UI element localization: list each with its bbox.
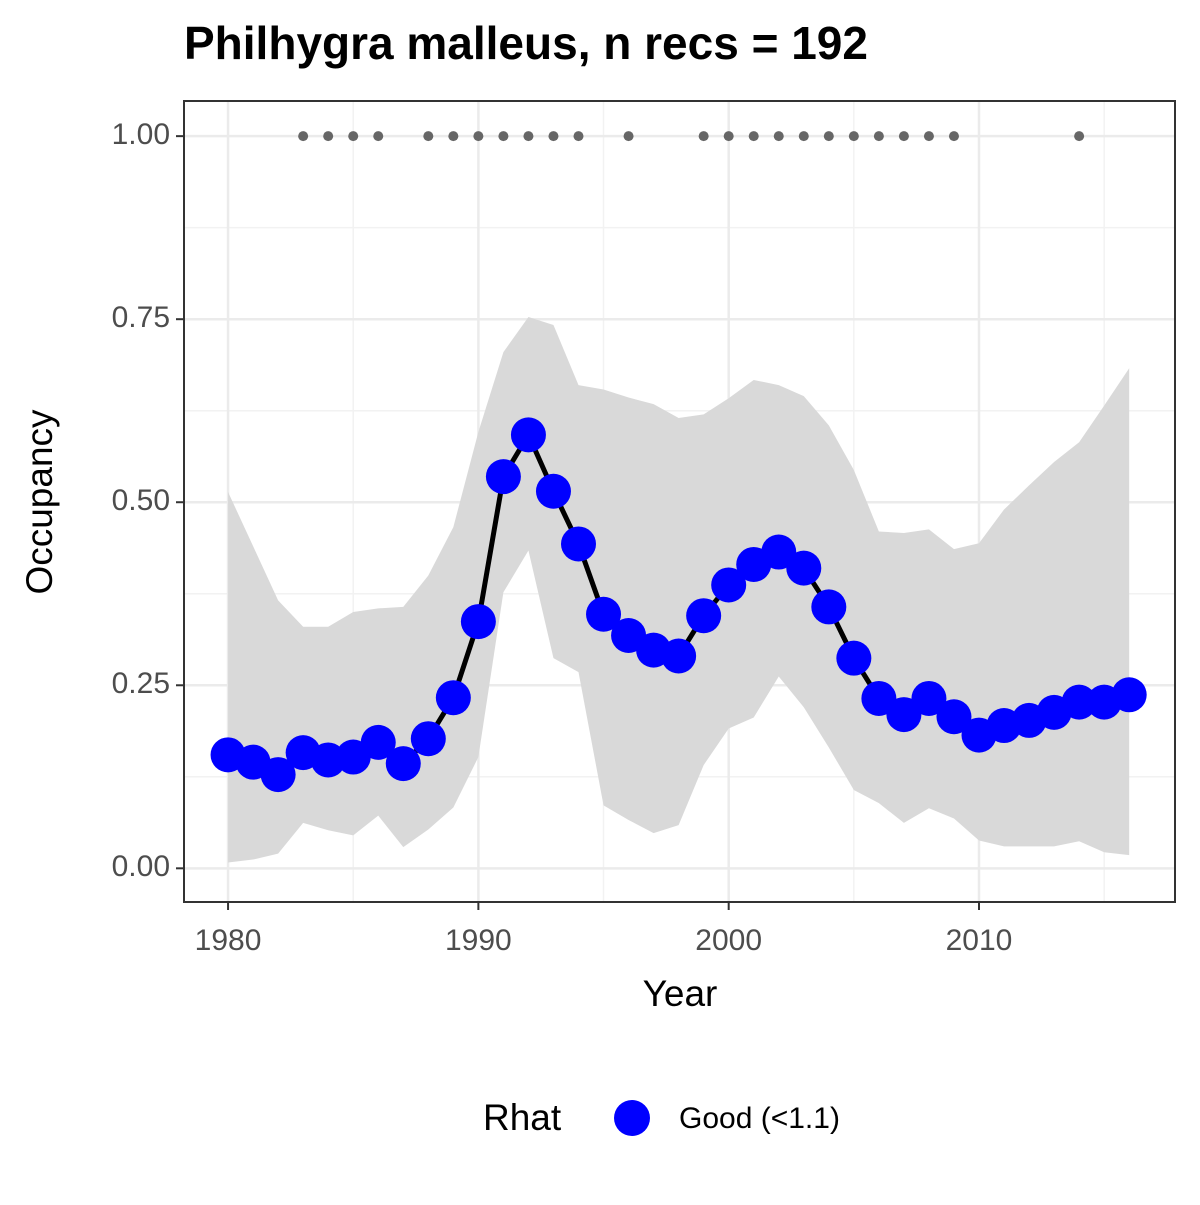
record-point <box>948 131 959 142</box>
record-point <box>548 131 559 142</box>
x-axis-title: Year <box>643 973 718 1014</box>
series-point <box>1061 684 1097 720</box>
record-point <box>348 131 359 142</box>
record-point <box>323 131 334 142</box>
record-point <box>723 131 734 142</box>
record-point <box>373 131 384 142</box>
y-axis-title: Occupancy <box>19 409 60 595</box>
series-point <box>661 638 697 674</box>
record-point <box>898 131 909 142</box>
panel-border <box>183 100 1176 903</box>
record-point <box>523 131 534 142</box>
y-tick-label: 0.75 <box>112 301 170 334</box>
y-tick-label: 0.25 <box>112 667 170 700</box>
record-point <box>798 131 809 142</box>
series-point <box>811 589 847 625</box>
series-point <box>535 473 571 509</box>
series-point <box>485 459 521 495</box>
series-point <box>886 697 922 733</box>
record-point <box>473 131 484 142</box>
series-point <box>936 699 972 735</box>
y-tick-label: 0.00 <box>112 850 170 883</box>
series-point <box>1111 677 1147 713</box>
legend-marker <box>614 1100 650 1136</box>
series-point <box>560 526 596 562</box>
series-point <box>435 680 471 716</box>
series-point <box>586 596 622 632</box>
record-point <box>298 131 309 142</box>
x-tick-label: 2010 <box>946 924 1013 957</box>
record-point <box>573 131 584 142</box>
series-point <box>911 680 947 716</box>
record-point <box>773 131 784 142</box>
legend-label: Good (<1.1) <box>679 1102 840 1135</box>
series-point <box>786 550 822 586</box>
record-point <box>848 131 859 142</box>
series-point <box>686 598 722 634</box>
series-point <box>761 534 797 570</box>
series-point <box>360 724 396 760</box>
record-point <box>423 131 434 142</box>
series-point <box>861 680 897 716</box>
series-point <box>385 746 421 782</box>
record-point <box>923 131 934 142</box>
record-point <box>498 131 509 142</box>
y-tick-label: 1.00 <box>112 118 170 151</box>
record-point <box>623 131 634 142</box>
series-point <box>260 757 296 793</box>
record-point <box>448 131 459 142</box>
legend-title: Rhat <box>483 1097 562 1138</box>
series-point <box>711 567 747 603</box>
series-point <box>460 604 496 640</box>
record-point <box>748 131 759 142</box>
y-tick-label: 0.50 <box>112 484 170 517</box>
record-point <box>1074 131 1085 142</box>
series-point <box>410 721 446 757</box>
record-point <box>873 131 884 142</box>
x-tick-label: 1990 <box>445 924 512 957</box>
record-point <box>823 131 834 142</box>
series-point <box>836 640 872 676</box>
record-point <box>698 131 709 142</box>
x-tick-label: 2000 <box>695 924 762 957</box>
x-tick-label: 1980 <box>195 924 262 957</box>
series-point <box>510 417 546 453</box>
chart-title: Philhygra malleus, n recs = 192 <box>184 17 868 69</box>
